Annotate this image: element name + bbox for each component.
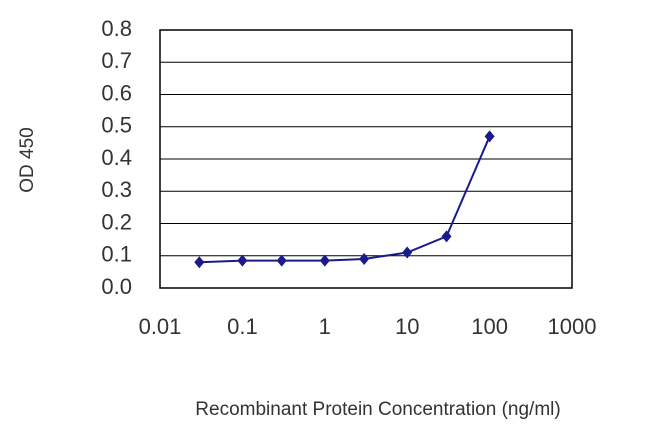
data-line xyxy=(199,136,491,264)
y-tick-label: 0.2 xyxy=(101,209,132,234)
data-point xyxy=(319,254,330,267)
y-tick-label: 0.6 xyxy=(101,80,132,105)
y-tick-label: 0.0 xyxy=(101,274,132,299)
x-axis-title: Recombinant Protein Concentration (ng/ml… xyxy=(195,399,560,420)
y-tick-label: 0.7 xyxy=(101,48,132,73)
data-point xyxy=(237,254,248,267)
x-tick-label: 1 xyxy=(319,314,331,339)
data-point xyxy=(402,246,413,259)
x-tick-label: 100 xyxy=(471,314,508,339)
data-point xyxy=(359,252,370,265)
y-tick-label: 0.8 xyxy=(101,16,132,41)
y-axis-title: OD 450 xyxy=(17,127,38,192)
y-tick-label: 0.5 xyxy=(101,113,132,138)
x-tick-label: 1000 xyxy=(548,314,597,339)
x-tick-label: 10 xyxy=(395,314,419,339)
y-tick-label: 0.4 xyxy=(101,145,132,170)
x-tick-label: 0.01 xyxy=(139,314,182,339)
y-tick-label: 0.3 xyxy=(101,177,132,202)
data-point xyxy=(194,256,205,269)
y-tick-label: 0.1 xyxy=(101,242,132,267)
x-tick-label: 0.1 xyxy=(227,314,258,339)
data-point xyxy=(441,230,452,243)
data-point xyxy=(276,254,287,267)
data-point xyxy=(484,130,495,143)
